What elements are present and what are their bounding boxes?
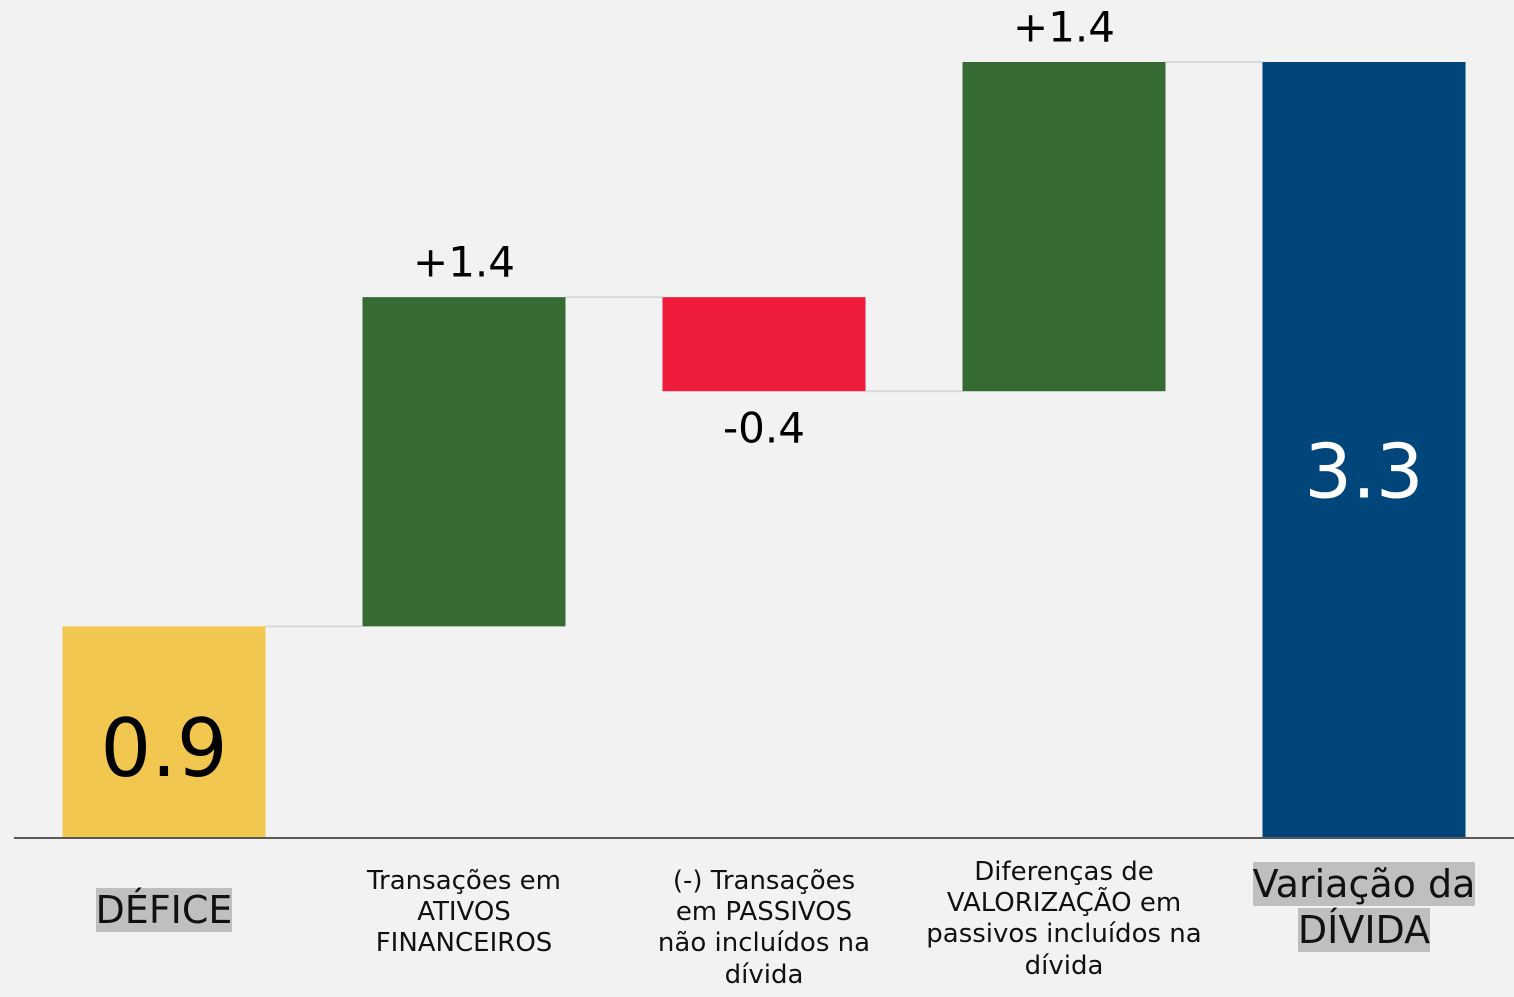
- category-text: Variação da DÍVIDA: [1252, 862, 1476, 952]
- value-label: -0.4: [723, 404, 805, 453]
- category-text: DÉFICE: [95, 888, 233, 932]
- x-tick-label: DÉFICE: [14, 888, 314, 934]
- x-tick-label: Diferenças de VALORIZAÇÃO em passivos in…: [914, 857, 1214, 982]
- bar: [1262, 62, 1466, 838]
- category-text: Diferenças de VALORIZAÇÃO em passivos in…: [926, 857, 1202, 981]
- x-tick-label: Variação da DÍVIDA: [1214, 862, 1514, 953]
- value-label: +1.4: [413, 238, 515, 287]
- bar: [962, 62, 1166, 392]
- x-tick-label: (-) Transações em PASSIVOS não incluídos…: [614, 866, 914, 991]
- category-text: Transações em ATIVOS FINANCEIROS: [367, 866, 561, 959]
- value-label: 0.9: [100, 702, 227, 795]
- x-tick-label: Transações em ATIVOS FINANCEIROS: [314, 866, 614, 960]
- bar: [662, 297, 866, 392]
- bar: [62, 626, 266, 838]
- value-label: 3.3: [1304, 428, 1423, 516]
- bar: [362, 297, 566, 627]
- value-label: +1.4: [1013, 3, 1115, 52]
- category-text: (-) Transações em PASSIVOS não incluídos…: [657, 866, 871, 990]
